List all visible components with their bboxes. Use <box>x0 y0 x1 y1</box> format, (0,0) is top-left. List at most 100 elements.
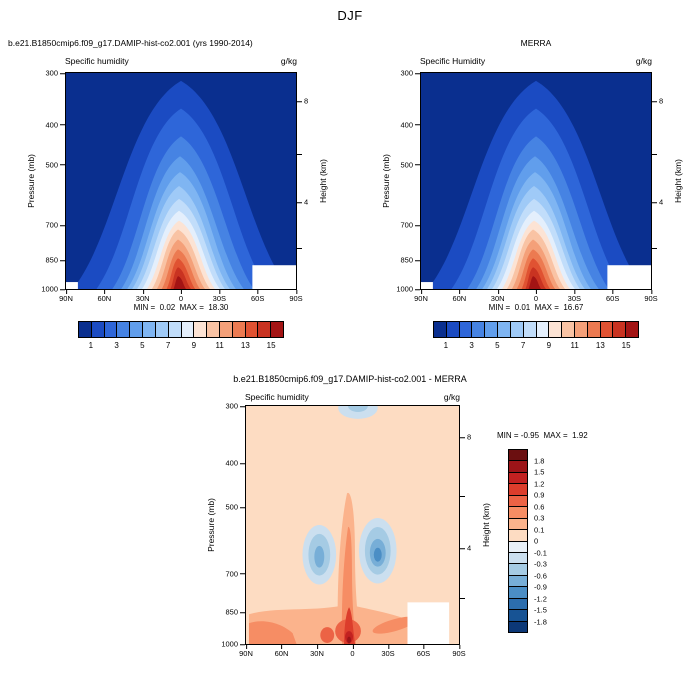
tick-label: 13 <box>595 341 605 350</box>
tick-label: 0 <box>533 290 539 303</box>
obs-height-axis-label: Height (km) <box>673 159 683 203</box>
tick-label: 400 <box>45 119 65 129</box>
colorbar-cell <box>586 322 600 337</box>
tick-label: 8 <box>459 432 472 442</box>
tick-label: 400 <box>400 119 420 129</box>
colorbar-cell <box>270 322 283 337</box>
colorbar-cell <box>522 322 536 337</box>
tick-label: 500 <box>45 159 65 169</box>
tick-label: 4 <box>459 543 472 553</box>
colorbar-cell <box>548 322 562 337</box>
colorbar-cell <box>218 322 232 337</box>
colorbar-cell <box>193 322 207 337</box>
diff-field-label: Specific humidity <box>245 392 309 402</box>
tick-label: -0.6 <box>534 570 547 580</box>
colorbar-cell <box>625 322 638 337</box>
tick-label: 60N <box>274 645 289 658</box>
colorbar-cell <box>257 322 271 337</box>
colorbar-cell <box>509 322 523 337</box>
tick-label: 4 <box>651 197 664 207</box>
tick-label: 8 <box>296 96 309 106</box>
season-title: DJF <box>337 8 363 23</box>
colorbar-cell <box>509 609 527 621</box>
colorbar-cell <box>509 494 527 507</box>
tick-label: 11 <box>570 341 579 350</box>
model-colorbar <box>78 321 284 338</box>
tick-label: 4 <box>296 197 309 207</box>
tick-label: -1.8 <box>534 616 547 626</box>
diff-pressure-axis-label: Pressure (mb) <box>206 498 216 552</box>
obs-contour-plot: 300 400 500 700 850 1000 90N 60N 30N 0 30S 60S 90S … <box>396 69 663 302</box>
colorbar-cell <box>231 322 245 337</box>
tick-label: -0.3 <box>534 559 547 569</box>
obs-colorbar-labels: 1 3 5 7 9 11 13 15 <box>433 340 639 352</box>
tick-label: 90N <box>414 290 428 303</box>
colorbar-cell <box>561 322 574 337</box>
tick-label: 8 <box>651 96 664 106</box>
tick-label: 400 <box>225 458 245 468</box>
model-minmax: MIN = 0.02 MAX = 18.30 <box>133 303 229 312</box>
tick-label: 30S <box>381 645 395 658</box>
tick-label: 30N <box>135 290 150 303</box>
colorbar-cell <box>154 322 168 337</box>
colorbar-cell <box>509 483 527 495</box>
tick-label: 700 <box>400 220 420 230</box>
tick-label: 9 <box>191 341 197 350</box>
tick-label: 9 <box>546 341 552 350</box>
model-field-label: Specific humidity <box>65 56 129 66</box>
obs-subheader: Specific Humidity g/kg <box>420 56 652 66</box>
tick-label: 30S <box>212 290 227 303</box>
tick-label: 7 <box>520 341 526 350</box>
tick-label: 1 <box>443 341 449 350</box>
tick-label: 90S <box>289 290 303 303</box>
colorbar-cell <box>180 322 194 337</box>
tick-label: 1000 <box>221 639 245 649</box>
model-height-axis-label: Height (km) <box>318 159 328 203</box>
colorbar-cell <box>509 450 527 461</box>
colorbar-cell <box>509 540 527 552</box>
obs-minmax: MIN = 0.01 MAX = 16.67 <box>488 303 584 312</box>
tick-label: 300 <box>400 68 420 78</box>
colorbar-cell <box>509 563 527 575</box>
model-units-label: g/kg <box>280 56 297 66</box>
colorbar-cell <box>445 322 459 337</box>
colorbar-cell <box>509 471 527 484</box>
tick-label: 30S <box>567 290 582 303</box>
tick-label: 90N <box>239 645 253 658</box>
tick-label: 0.1 <box>534 524 545 534</box>
model-subheader: Specific humidity g/kg <box>65 56 297 66</box>
tick-label: -0.1 <box>534 547 547 557</box>
diff-subheader: Specific humidity g/kg <box>245 392 460 402</box>
diff-colorbar-labels: 1.8 1.5 1.2 0.9 0.6 0.3 0.1 0 -0.1 -0.3 -0.6 -0.9 -1… <box>531 449 555 633</box>
colorbar-cell <box>142 322 155 337</box>
tick-label: 60S <box>416 645 431 658</box>
tick-label: 0.3 <box>534 513 545 523</box>
tick-label: 0 <box>534 536 539 546</box>
tick-label: 3 <box>114 341 119 350</box>
tick-label: 90S <box>452 645 466 658</box>
colorbar-cell <box>484 322 498 337</box>
tick-label: 0.6 <box>534 501 545 511</box>
tick-label: 300 <box>45 68 65 78</box>
model-case-title: b.e21.B1850cmip6.f09_g17.DAMIP-hist-co2.… <box>8 38 253 48</box>
tick-label: 60N <box>452 290 467 303</box>
colorbar-cell <box>79 322 91 337</box>
colorbar-cell <box>509 517 527 530</box>
tick-label: 1.8 <box>534 455 545 465</box>
tick-label: 60N <box>97 290 112 303</box>
tick-label: 850 <box>400 255 420 265</box>
tick-label: 0 <box>178 290 184 303</box>
colorbar-cell <box>116 322 130 337</box>
tick-label: 90S <box>644 290 658 303</box>
colorbar-cell <box>434 322 446 337</box>
diff-colorbar <box>508 449 528 633</box>
tick-label: 850 <box>225 607 245 617</box>
obs-units-label: g/kg <box>635 56 652 66</box>
tick-label: 0 <box>350 645 355 658</box>
tick-label: 850 <box>45 255 65 265</box>
colorbar-cell <box>612 322 626 337</box>
tick-label: 5 <box>495 341 500 350</box>
colorbar-cell <box>206 322 219 337</box>
tick-label: 500 <box>400 159 420 169</box>
tick-label: 11 <box>215 341 224 350</box>
